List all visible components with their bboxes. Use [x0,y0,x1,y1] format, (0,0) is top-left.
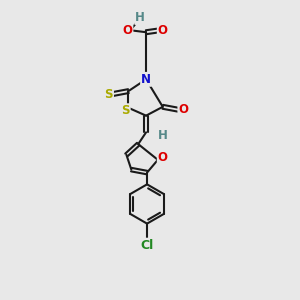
Text: O: O [178,103,188,116]
Text: H: H [158,129,168,142]
Text: N: N [141,73,151,86]
Text: O: O [158,24,168,37]
Text: Cl: Cl [140,239,154,252]
Text: H: H [135,11,145,24]
Text: S: S [121,104,130,117]
Text: O: O [122,24,132,37]
Text: O: O [158,152,168,164]
Text: S: S [104,88,113,100]
